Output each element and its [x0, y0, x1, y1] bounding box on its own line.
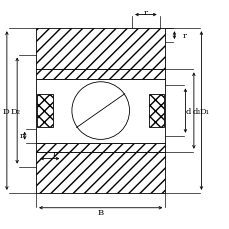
Text: r: r — [143, 9, 147, 17]
Text: r: r — [20, 131, 24, 139]
Text: D₂: D₂ — [11, 107, 21, 115]
Polygon shape — [148, 95, 164, 128]
Text: D₁: D₁ — [198, 107, 208, 115]
Polygon shape — [37, 95, 53, 128]
Polygon shape — [36, 29, 165, 70]
Text: r: r — [52, 149, 56, 157]
Polygon shape — [36, 143, 165, 152]
Polygon shape — [36, 152, 165, 193]
Text: r: r — [182, 32, 186, 40]
Text: D: D — [2, 107, 9, 115]
Text: d: d — [185, 107, 190, 115]
Text: d₁: d₁ — [191, 107, 200, 115]
Text: B: B — [97, 208, 103, 216]
Polygon shape — [36, 79, 165, 143]
Circle shape — [72, 82, 129, 140]
Polygon shape — [36, 70, 165, 79]
